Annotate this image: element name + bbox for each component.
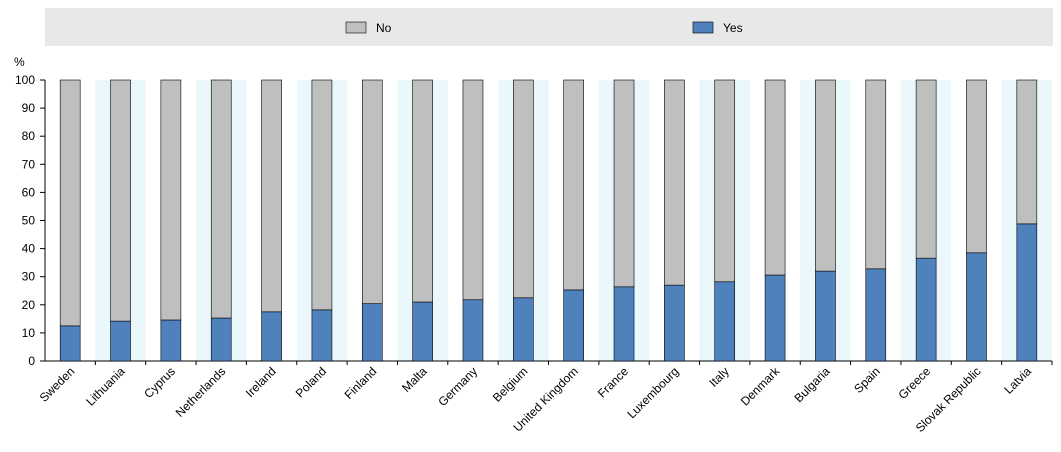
x-tick-label: Luxembourg bbox=[624, 364, 681, 421]
bar-no-2 bbox=[160, 79, 182, 321]
bar-yes-1 bbox=[110, 320, 131, 362]
bar-yes-5 bbox=[311, 309, 333, 362]
y-tick-label: 60 bbox=[22, 185, 36, 199]
bar-yes-2 bbox=[160, 319, 182, 362]
bar-no-10 bbox=[563, 79, 584, 291]
x-tick-label: Denmark bbox=[738, 364, 783, 409]
bar-no-15 bbox=[815, 79, 836, 272]
x-tick-label: Belgium bbox=[490, 364, 531, 405]
bar-no-17 bbox=[915, 79, 937, 259]
bar-yes-14 bbox=[764, 274, 786, 362]
x-tick-label: France bbox=[595, 364, 632, 401]
x-tick-label: Malta bbox=[399, 364, 430, 395]
bar-yes-6 bbox=[361, 303, 383, 362]
x-tick-label: Germany bbox=[435, 364, 480, 409]
bar-no-14 bbox=[764, 79, 786, 276]
bar-no-11 bbox=[613, 79, 635, 288]
y-tick-label: 80 bbox=[22, 129, 36, 143]
bar-no-18 bbox=[966, 79, 987, 254]
bar-yes-11 bbox=[613, 286, 635, 362]
x-tick-label: Italy bbox=[706, 364, 731, 389]
bar-yes-19 bbox=[1016, 223, 1038, 362]
bar-no-0 bbox=[59, 79, 81, 327]
bar-yes-10 bbox=[563, 289, 584, 362]
bar-no-8 bbox=[462, 79, 484, 301]
x-tick-label: Latvia bbox=[1001, 364, 1034, 397]
bar-yes-7 bbox=[412, 301, 433, 362]
y-tick-label: 0 bbox=[28, 354, 35, 368]
bar-no-1 bbox=[110, 79, 131, 322]
bar-no-19 bbox=[1016, 79, 1038, 225]
bar-yes-3 bbox=[210, 317, 232, 362]
legend-swatch-no bbox=[345, 21, 367, 34]
y-tick-label: 50 bbox=[22, 214, 36, 228]
legend bbox=[45, 8, 1053, 46]
legend-label-no: No bbox=[376, 21, 392, 35]
y-tick-label: 100 bbox=[15, 73, 35, 87]
bar-no-9 bbox=[513, 79, 534, 299]
legend-swatch-yes bbox=[692, 21, 714, 34]
x-tick-label: Finland bbox=[342, 364, 380, 402]
x-tick-label: Ireland bbox=[243, 364, 279, 400]
bar-no-6 bbox=[361, 79, 383, 304]
bar-yes-15 bbox=[815, 270, 836, 362]
bar-no-4 bbox=[261, 79, 282, 313]
x-tick-label: Spain bbox=[851, 364, 883, 396]
x-tick-label: Cyprus bbox=[141, 364, 178, 401]
bar-no-16 bbox=[865, 79, 887, 270]
bar-yes-16 bbox=[865, 268, 887, 362]
y-tick-label: 20 bbox=[22, 298, 36, 312]
y-tick-label: 10 bbox=[22, 326, 36, 340]
x-tick-label: Lithuania bbox=[83, 364, 128, 409]
bar-yes-13 bbox=[714, 281, 736, 362]
bar-yes-0 bbox=[59, 325, 81, 362]
x-tick-label: Sweden bbox=[37, 364, 78, 405]
x-tick-label: Bulgaria bbox=[792, 364, 833, 405]
x-tick-label: Poland bbox=[293, 364, 329, 400]
bar-yes-8 bbox=[462, 299, 484, 362]
bar-no-5 bbox=[311, 79, 333, 311]
legend-label-yes: Yes bbox=[723, 21, 743, 35]
bar-no-13 bbox=[714, 79, 736, 283]
bar-no-12 bbox=[664, 79, 685, 286]
y-axis-label: % bbox=[14, 55, 25, 69]
bar-yes-17 bbox=[915, 257, 937, 362]
bar-no-3 bbox=[210, 79, 232, 319]
bar-yes-18 bbox=[966, 252, 987, 362]
y-tick-label: 30 bbox=[22, 270, 36, 284]
bar-yes-12 bbox=[664, 284, 685, 362]
y-tick-label: 90 bbox=[22, 101, 36, 115]
x-tick-label: Netherlands bbox=[173, 364, 229, 420]
bar-no-7 bbox=[412, 79, 433, 303]
y-tick-label: 70 bbox=[22, 157, 36, 171]
bar-yes-9 bbox=[513, 297, 534, 362]
y-tick-label: 40 bbox=[22, 242, 36, 256]
x-tick-label: Greece bbox=[896, 364, 934, 402]
bar-yes-4 bbox=[261, 311, 282, 362]
